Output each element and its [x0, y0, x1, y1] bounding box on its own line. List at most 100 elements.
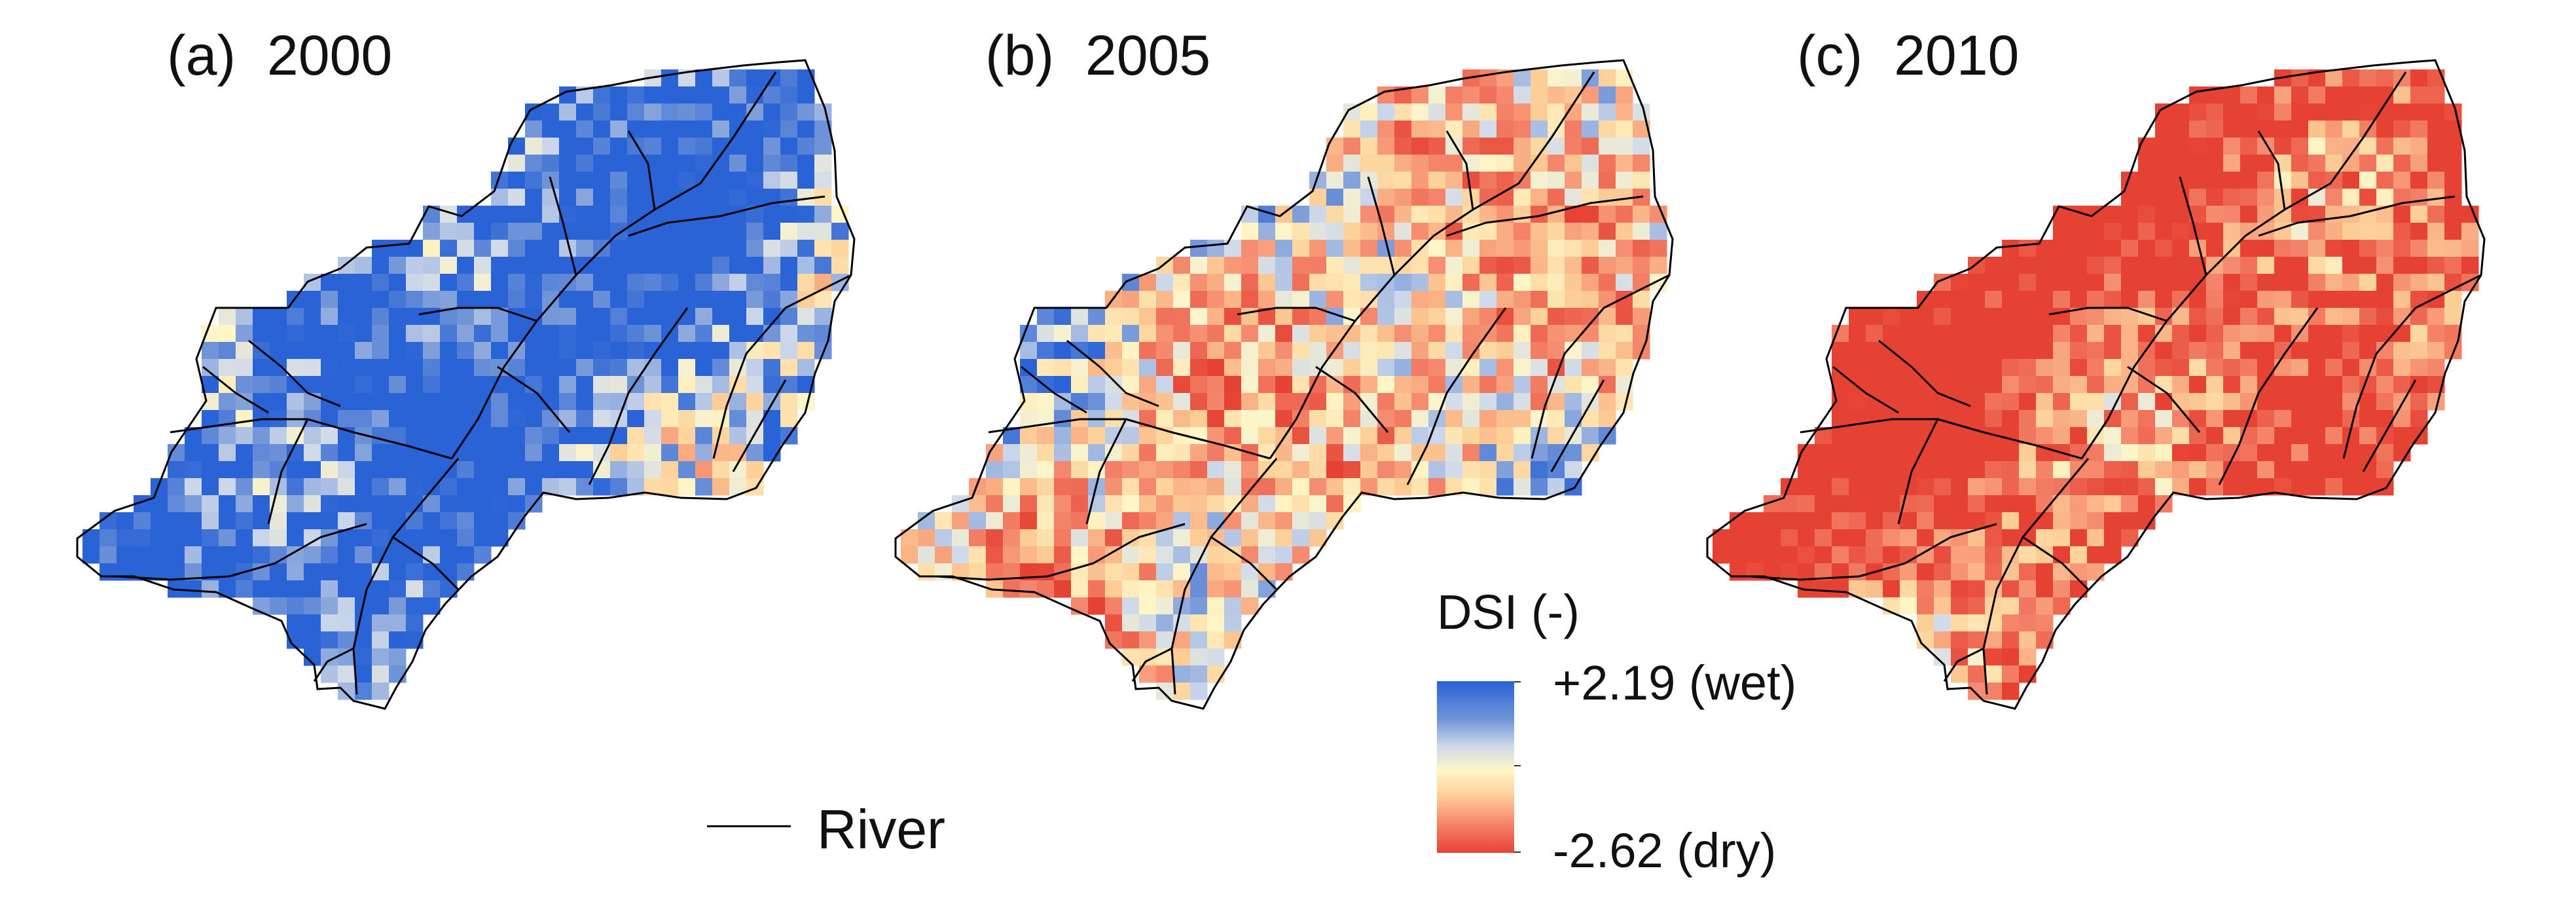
river-line	[935, 523, 1186, 581]
grid-cell	[1122, 444, 1140, 462]
grid-cell	[1360, 342, 1378, 360]
grid-cell	[1462, 86, 1480, 104]
grid-cell	[695, 172, 713, 189]
grid-cell	[372, 410, 390, 428]
grid-cell	[1764, 529, 1781, 547]
grid-cell	[1428, 461, 1446, 479]
grid-cell	[508, 393, 526, 411]
grid-cell	[2359, 410, 2377, 428]
grid-cell	[1190, 291, 1208, 309]
grid-cell	[831, 257, 849, 274]
grid-cell	[1968, 461, 1986, 479]
grid-cell	[1156, 342, 1174, 360]
grid-cell	[1207, 495, 1225, 513]
grid-cell	[2376, 274, 2394, 291]
grid-cell	[1292, 444, 1310, 462]
grid-cell	[2427, 103, 2445, 121]
grid-cell	[491, 223, 509, 240]
grid-cell	[1934, 614, 1951, 632]
grid-cell	[2274, 291, 2292, 309]
grid-cell	[576, 206, 594, 223]
grid-cell	[1003, 529, 1021, 547]
grid-cell	[695, 138, 713, 155]
grid-cell	[1258, 410, 1276, 428]
grid-cell	[1497, 410, 1514, 428]
grid-cell	[2036, 342, 2054, 360]
grid-cell	[712, 359, 730, 377]
grid-cell	[1428, 155, 1446, 172]
grid-cell	[457, 546, 475, 564]
grid-cell	[2121, 478, 2139, 496]
grid-cell	[1565, 461, 1582, 479]
grid-cell	[2189, 223, 2207, 240]
grid-cell	[1394, 274, 1412, 291]
grid-cell	[1071, 529, 1089, 547]
grid-cell	[1190, 359, 1208, 377]
grid-cell	[2291, 478, 2309, 496]
grid-cell	[763, 359, 781, 377]
grid-cell	[1241, 240, 1259, 257]
grid-cell	[559, 376, 577, 394]
grid-cell	[2223, 172, 2241, 189]
grid-cell	[2206, 103, 2224, 121]
grid-cell	[2291, 172, 2309, 189]
grid-cell	[508, 240, 526, 257]
grid-cell	[2240, 189, 2258, 206]
grid-cell	[1883, 444, 1900, 462]
grid-cell	[2087, 563, 2105, 581]
grid-cell	[2121, 274, 2139, 291]
grid-cell	[2206, 172, 2224, 189]
river-line	[313, 647, 354, 682]
grid-cell	[814, 291, 832, 309]
grid-cell	[2189, 359, 2207, 377]
grid-cell	[491, 444, 509, 462]
grid-cell	[2325, 206, 2343, 223]
grid-cell	[593, 103, 611, 121]
grid-cell	[746, 359, 764, 377]
grid-cell	[2342, 342, 2360, 360]
grid-cell	[2019, 580, 2037, 598]
grid-cell	[1122, 597, 1140, 615]
grid-cell	[1122, 614, 1140, 632]
grid-cell	[2376, 223, 2394, 240]
grid-cell	[1224, 376, 1242, 394]
river-line	[2127, 365, 2201, 433]
grid-cell	[695, 240, 713, 257]
grid-cell	[2019, 631, 2037, 649]
grid-cell	[1071, 376, 1089, 394]
grid-cell	[1582, 376, 1599, 394]
grid-cell	[797, 138, 815, 155]
grid-cell	[2206, 308, 2224, 326]
grid-cell	[1173, 393, 1191, 411]
grid-cell	[1951, 444, 1968, 462]
grid-cell	[678, 444, 696, 462]
grid-cell	[1883, 376, 1900, 394]
grid-cell	[2257, 410, 2275, 428]
grid-cell	[491, 274, 509, 291]
grid-cell	[1951, 359, 1968, 377]
grid-cell	[2206, 138, 2224, 155]
grid-cell	[355, 563, 372, 581]
grid-cell	[2240, 342, 2258, 360]
grid-cell	[525, 427, 543, 445]
grid-cell	[1531, 257, 1548, 274]
grid-cell	[440, 376, 458, 394]
grid-cell	[1599, 121, 1616, 138]
grid-cell	[729, 427, 747, 445]
grid-cell	[2393, 223, 2411, 240]
grid-cell	[1360, 240, 1378, 257]
grid-cell	[338, 683, 355, 700]
grid-cell	[1207, 393, 1225, 411]
grid-cell	[1326, 172, 1344, 189]
grid-cell	[763, 342, 781, 360]
grid-cell	[525, 189, 543, 206]
grid-cell	[678, 240, 696, 257]
grid-cell	[1582, 103, 1599, 121]
grid-cell	[2393, 121, 2411, 138]
river-line	[2342, 274, 2482, 459]
grid-cell	[1411, 478, 1429, 496]
grid-cell	[2359, 325, 2377, 343]
grid-cell	[678, 376, 696, 394]
grid-cell	[1377, 461, 1395, 479]
grid-cell	[610, 478, 628, 496]
